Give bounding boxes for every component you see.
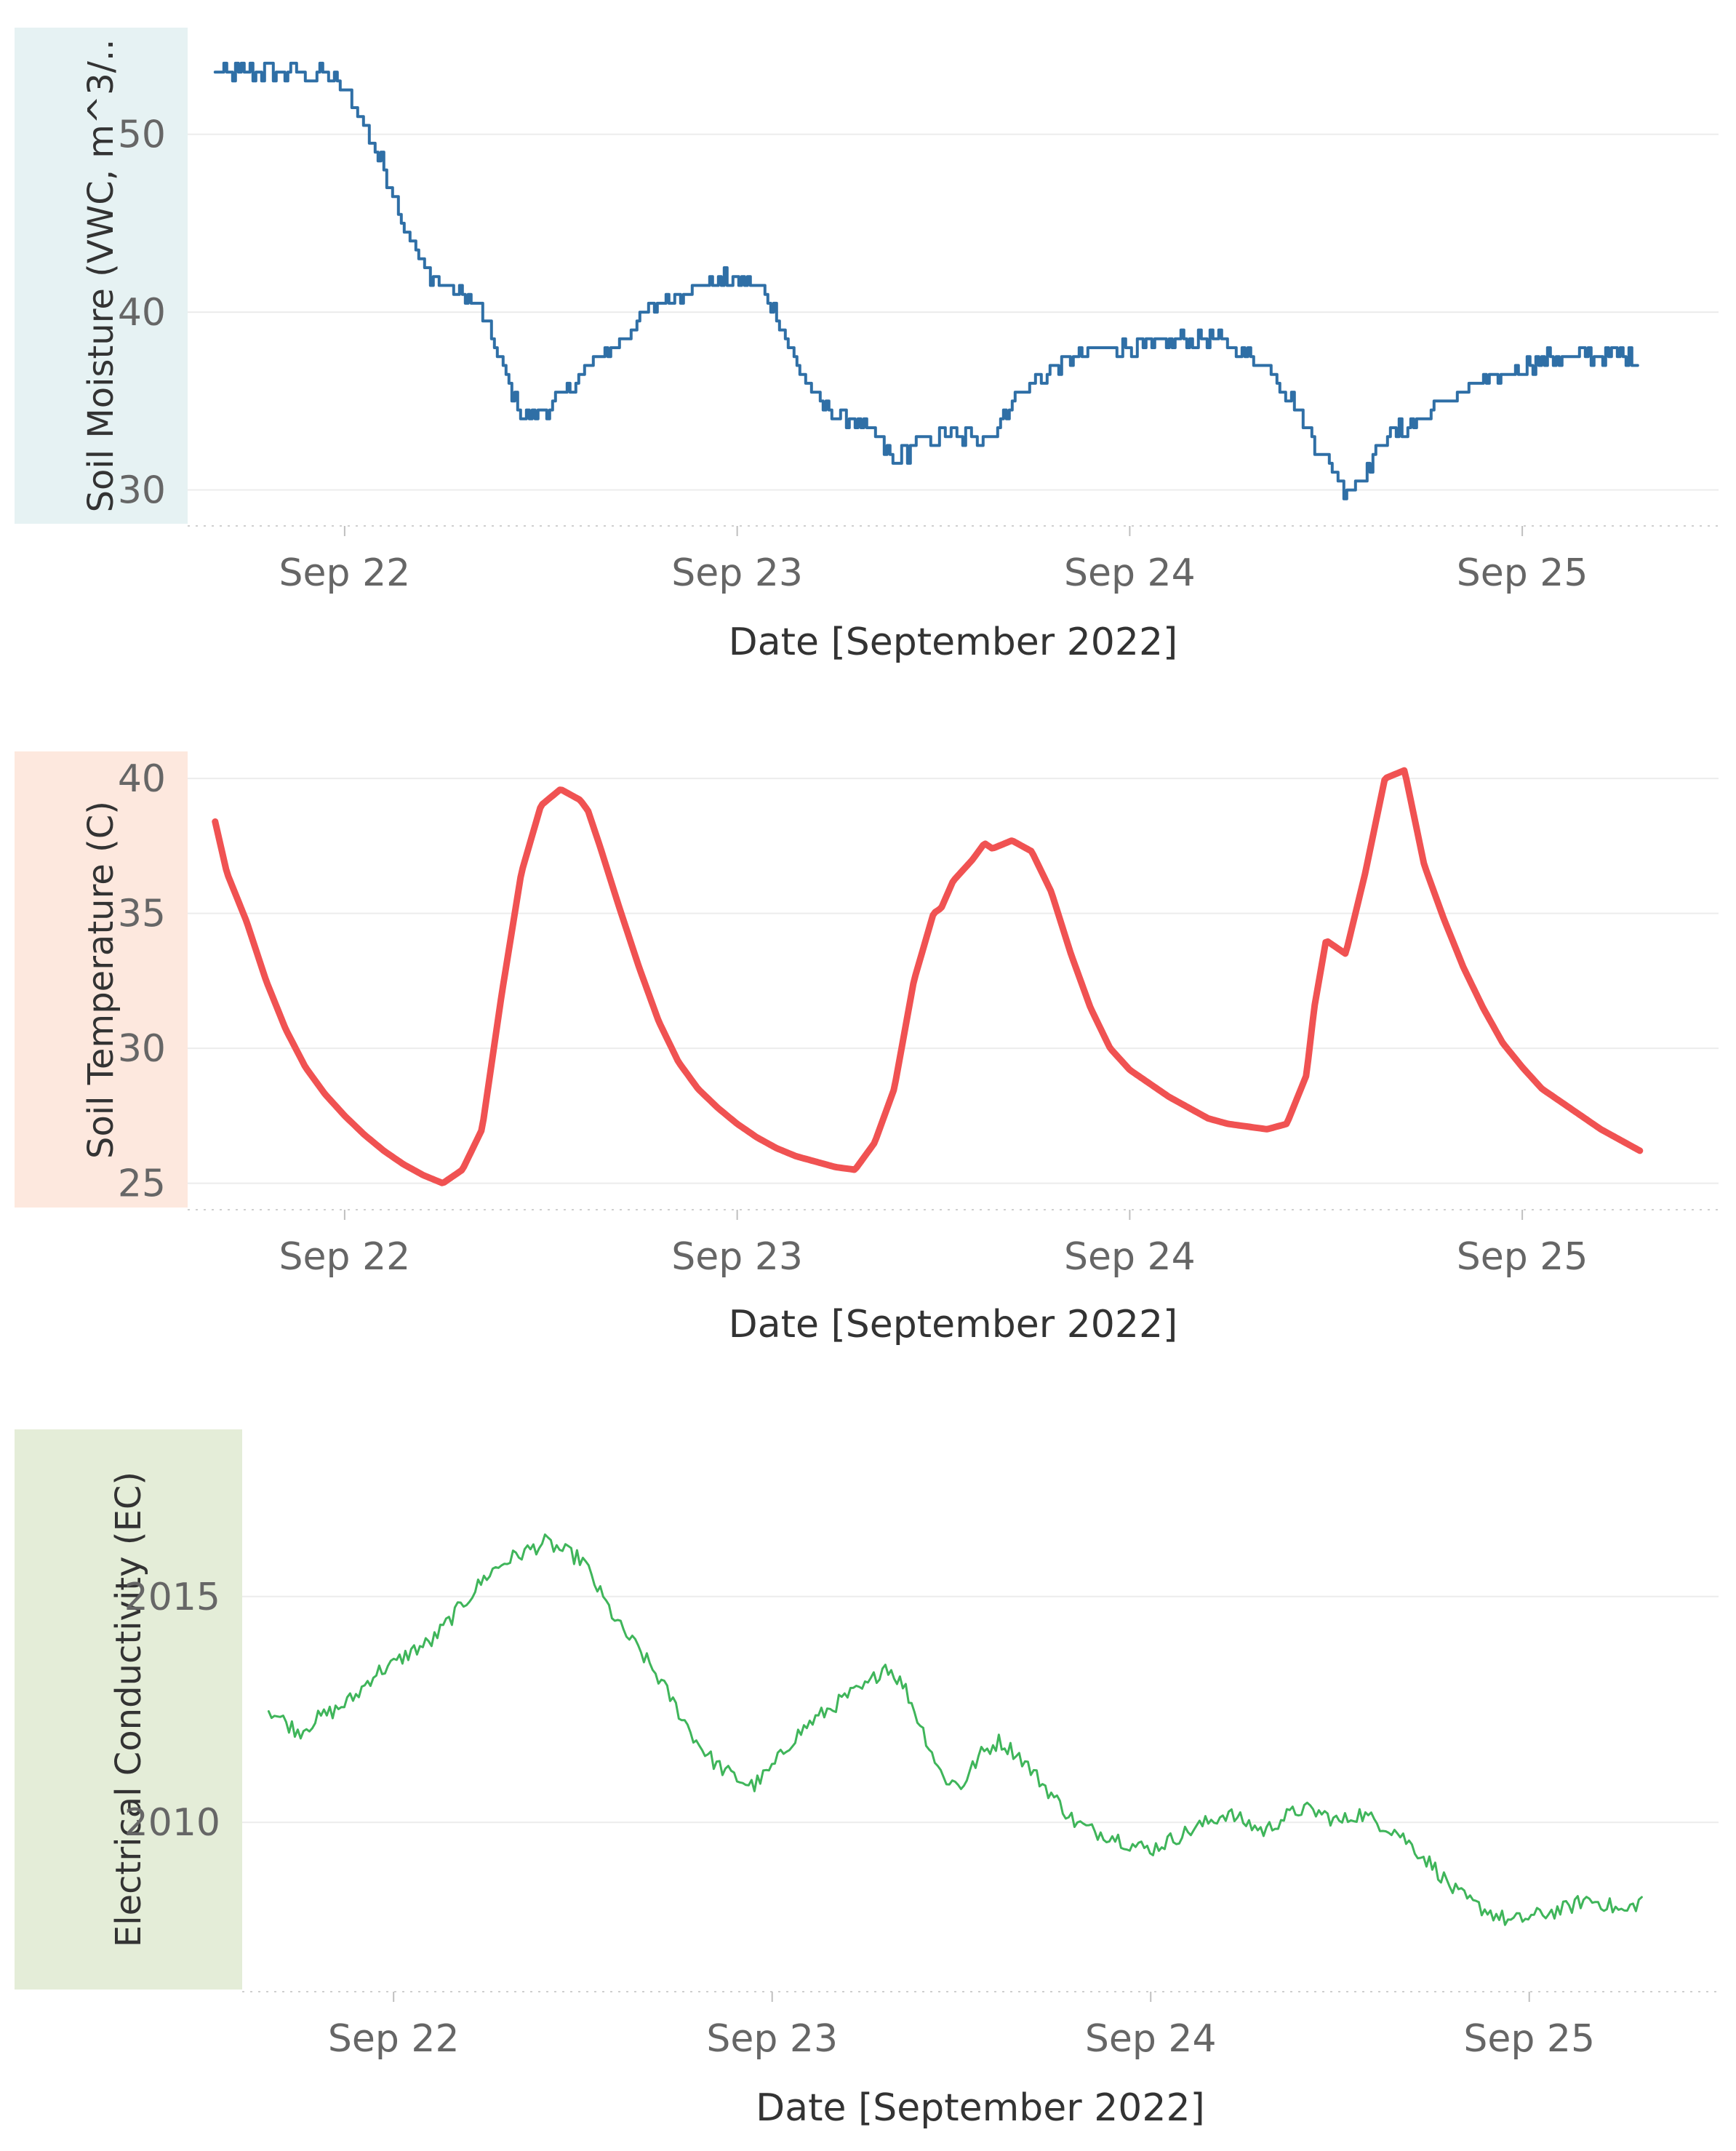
y-axis-label-box: Soil Moisture (VWC, m^3/.. <box>15 28 188 524</box>
y-axis-label-box: Soil Temperature (C) <box>15 751 188 1208</box>
series-line <box>213 61 1639 500</box>
x-tick-label: Sep 25 <box>1457 1235 1588 1279</box>
x-tick-label: Sep 24 <box>1085 2017 1217 2061</box>
x-tick-label: Sep 23 <box>706 2017 838 2061</box>
x-axis-title: Date [September 2022] <box>729 1303 1178 1346</box>
x-tick-label: Sep 25 <box>1463 2017 1595 2061</box>
x-tick-label: Sep 25 <box>1457 551 1588 595</box>
chart-svg: 2010 2015 Sep 22 Sep 23 Sep 24 Sep 25 Date [Se… <box>124 1533 1719 2130</box>
y-tick-label: 30 <box>118 1027 166 1071</box>
y-tick-label: 40 <box>118 757 166 801</box>
x-tick-label: Sep 23 <box>671 1235 803 1279</box>
y-tick-label: 30 <box>118 469 166 513</box>
x-tick-label: Sep 22 <box>328 2017 460 2061</box>
y-tick-label: 40 <box>118 291 166 335</box>
x-tick-label: Sep 22 <box>279 1235 411 1279</box>
x-tick-label: Sep 24 <box>1064 551 1196 595</box>
chart-svg: 25 30 35 40 Sep 22 Sep 23 Sep 24 Sep 25 Date [Se… <box>118 757 1719 1346</box>
y-tick-label: 35 <box>118 893 166 936</box>
y-tick-label: 50 <box>118 113 166 157</box>
series-line <box>212 767 1644 1186</box>
y-tick-label: 25 <box>118 1162 166 1206</box>
x-tick-label: Sep 23 <box>671 551 803 595</box>
x-tick-label: Sep 24 <box>1064 1235 1196 1279</box>
chart-svg: 30 40 50 Sep 22 Sep 23 Sep 24 Sep 25 Date [Sept… <box>118 61 1719 664</box>
chart-panel-soil-moisture: Soil Moisture (VWC, m^3/.. 30 40 50 Sep 22 S… <box>0 0 1736 677</box>
chart-panel-soil-temperature: Soil Temperature (C) 25 30 35 40 Sep 22 Sep 2… <box>0 677 1736 1404</box>
chart-panel-electrical-conductivity: Electrical Conductivity (EC) 2010 2015 Sep… <box>0 1404 1736 2151</box>
series-line <box>267 1533 1643 1926</box>
y-axis-label-box: Electrical Conductivity (EC) <box>15 1429 242 1990</box>
x-axis-title: Date [September 2022] <box>729 620 1178 664</box>
y-tick-label: 2015 <box>124 1576 220 1619</box>
x-tick-label: Sep 22 <box>279 551 411 595</box>
y-tick-label: 2010 <box>124 1801 220 1845</box>
x-axis-title: Date [September 2022] <box>756 2086 1205 2130</box>
